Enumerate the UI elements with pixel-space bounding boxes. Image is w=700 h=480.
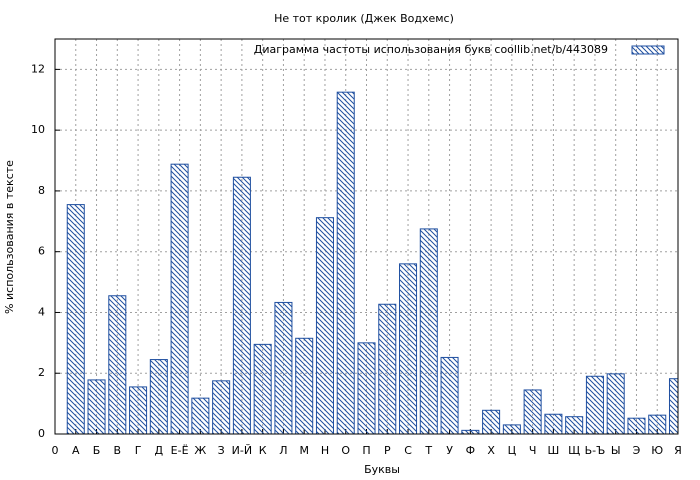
x-tick-label: Р: [384, 444, 391, 457]
bar: [585, 375, 604, 434]
x-tick-label: Э: [633, 444, 641, 457]
x-tick-label: Д: [155, 444, 164, 457]
x-tick-label: Ю: [651, 444, 663, 457]
x-tick-label: Ы: [611, 444, 621, 457]
bar: [66, 204, 85, 434]
bar: [378, 303, 397, 434]
x-tick-label: К: [259, 444, 267, 457]
x-tick-label: В: [114, 444, 122, 457]
bar: [108, 295, 127, 434]
plot-frame: [54, 38, 679, 435]
y-tick-label: 4: [38, 305, 45, 318]
x-tick-label: Ф: [466, 444, 475, 457]
bars: [66, 91, 678, 434]
bar: [482, 409, 501, 434]
bar: [149, 359, 168, 434]
x-tick-label: Т: [424, 444, 432, 457]
x-tick-label: Ж: [194, 444, 206, 457]
x-tick-label: О: [341, 444, 350, 457]
x-axis-label: Буквы: [364, 463, 400, 476]
x-tick-label: Ь-Ъ: [585, 444, 606, 457]
x-tick-label: Ш: [548, 444, 560, 457]
bar: [648, 414, 667, 434]
bar: [315, 217, 334, 434]
chart-title: Не тот кролик (Джек Водхемс): [274, 12, 454, 25]
x-tick-label: 0: [52, 444, 59, 457]
x-tick-label: Я: [674, 444, 682, 457]
bar: [191, 397, 210, 434]
bar: [523, 389, 542, 434]
x-tick-label: Н: [321, 444, 329, 457]
x-tick-label: М: [299, 444, 309, 457]
bar: [295, 337, 314, 434]
bar: [212, 380, 231, 434]
x-tick-label: Б: [93, 444, 101, 457]
x-tick-label: Л: [279, 444, 287, 457]
x-tick-label: А: [72, 444, 80, 457]
bar: [461, 429, 480, 434]
x-tick-label: Г: [135, 444, 142, 457]
bar: [440, 356, 459, 434]
x-tick-label: И-Й: [232, 444, 252, 457]
bar: [336, 91, 355, 434]
x-tick-label: С: [404, 444, 412, 457]
bar: [419, 228, 438, 434]
x-tick-label: П: [362, 444, 370, 457]
bar: [129, 386, 148, 434]
bar: [627, 417, 646, 434]
y-axis-label: % использования в тексте: [3, 160, 16, 314]
legend-swatch: [631, 45, 665, 55]
bar: [170, 163, 189, 434]
bar: [274, 301, 293, 434]
x-tick-label: Ч: [529, 444, 537, 457]
bar: [606, 373, 625, 434]
y-tick-label: 10: [31, 123, 45, 136]
bar: [232, 176, 251, 434]
bar: [544, 413, 563, 434]
bar: [87, 379, 106, 434]
x-tick-label: Щ: [568, 444, 580, 457]
bar: [502, 424, 521, 434]
x-tick-label: З: [218, 444, 225, 457]
y-tick-label: 6: [38, 245, 45, 258]
y-tick-label: 0: [38, 427, 45, 440]
x-tick-label: Ц: [508, 444, 517, 457]
legend-label: Диаграмма частоты использования букв coo…: [254, 43, 608, 56]
x-tick-label: Х: [487, 444, 495, 457]
x-tick-label: У: [446, 444, 453, 457]
bar: [399, 263, 418, 434]
y-tick-label: 12: [31, 62, 45, 75]
x-tick-label: Е-Ё: [171, 444, 189, 457]
y-tick-label: 8: [38, 184, 45, 197]
bar: [565, 416, 584, 434]
y-tick-label: 2: [38, 366, 45, 379]
bar: [253, 343, 272, 434]
bar: [357, 342, 376, 434]
